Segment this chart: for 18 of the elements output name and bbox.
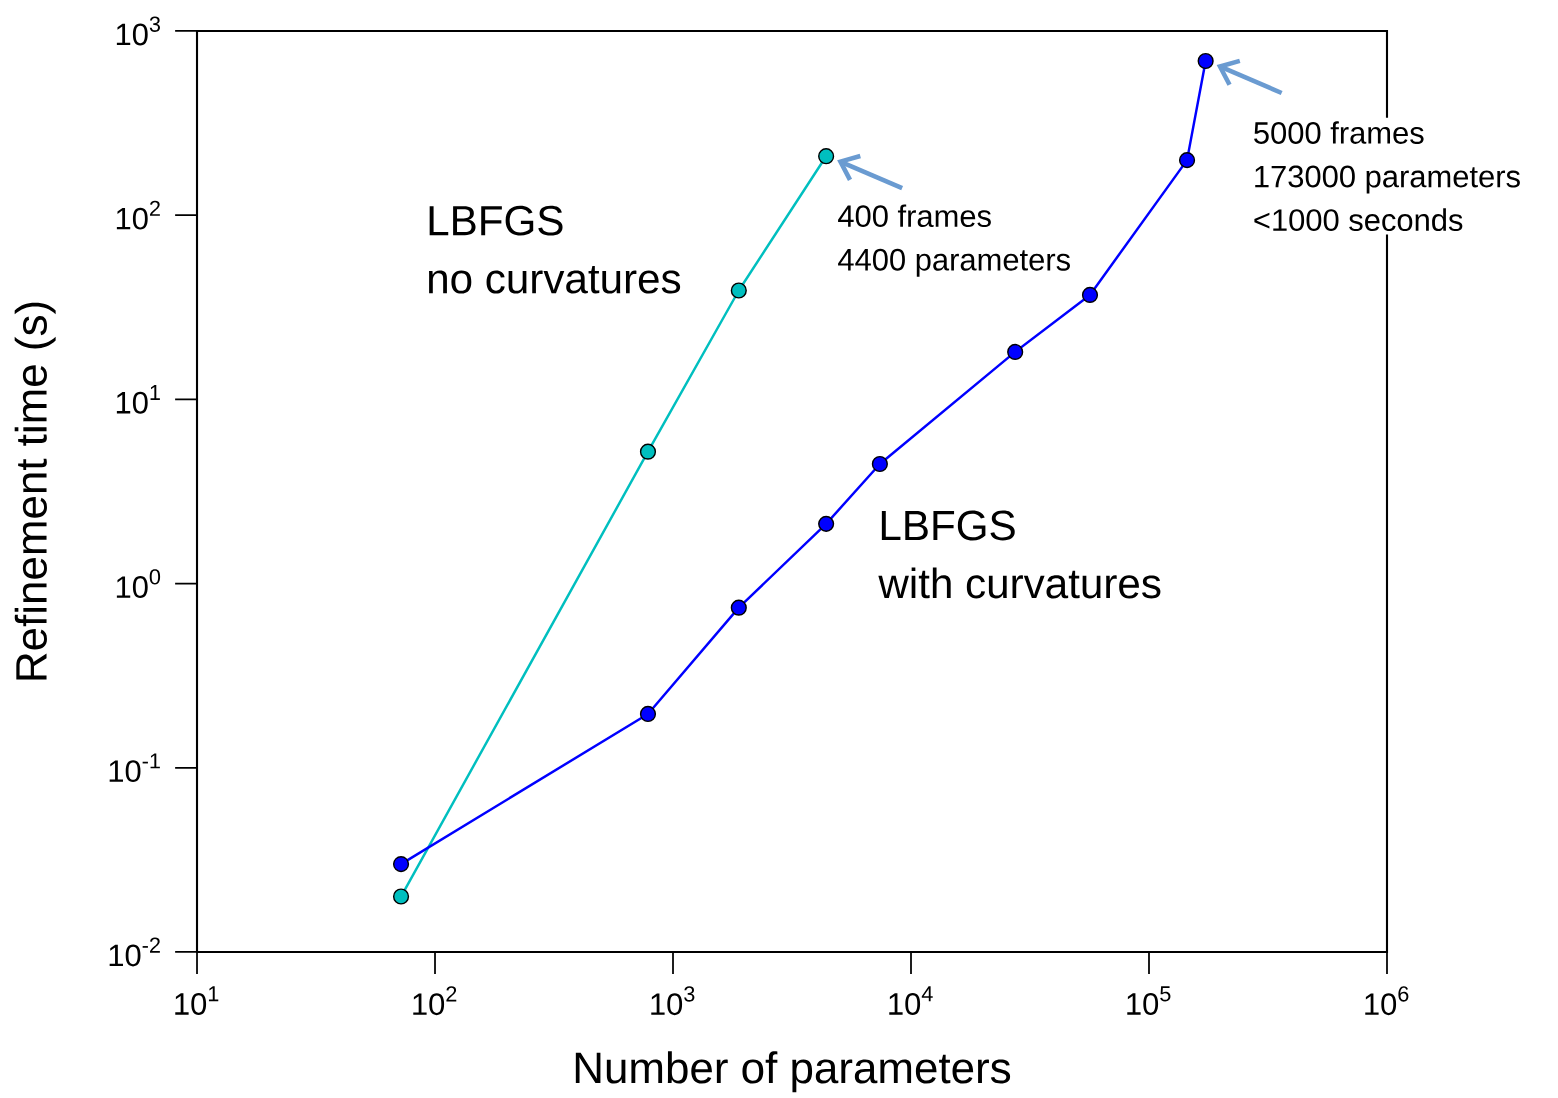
series-label: LBFGS no curvatures [429,205,681,294]
x-tick-label: 10$^{6}$ [1365,986,1409,1016]
x-axis-title: Number of parameters [575,1051,1011,1093]
y-axis-title: Refinement time (s) [14,302,56,680]
x-tick-label: 10$^{1}$ [175,986,219,1015]
y-tick-label: 10$^{3}$ [116,16,160,46]
y-tick-label: 10$^{0}$ [116,569,161,598]
annotation: 5000 frames 173000 parameters <1000 seconds [1254,121,1520,232]
series-label: LBFGS with curvatures [878,510,1161,599]
x-tick-label: 10$^{4}$ [889,986,933,1015]
x-tick-label: 10$^{2}$ [413,986,457,1016]
y-tick-label: 10$^{-1}$ [109,753,160,783]
y-tick-label: 10$^{2}$ [116,200,160,230]
annotation: 400 frames 4400 parameters [838,204,1070,277]
x-tick-label: 10$^{5}$ [1127,986,1171,1015]
x-tick-label: 10$^{3}$ [651,986,695,1016]
y-tick-label: 10$^{-2}$ [109,937,160,967]
y-tick-label: 10$^{1}$ [116,385,160,414]
